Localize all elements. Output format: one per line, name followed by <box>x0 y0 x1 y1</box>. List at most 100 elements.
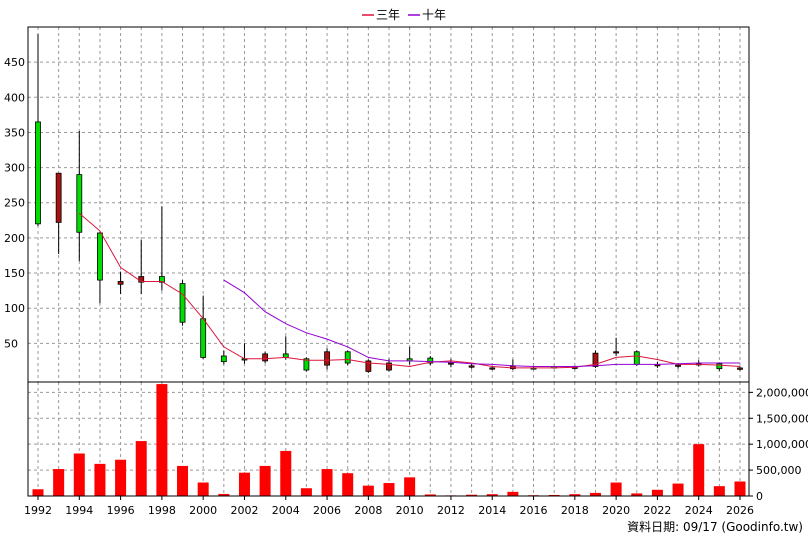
x-tick-label: 1998 <box>148 504 176 517</box>
volume-bar <box>610 482 622 496</box>
candlestick <box>158 206 165 291</box>
candle-body <box>179 283 186 323</box>
candle-body <box>716 363 723 370</box>
candle-body <box>489 367 496 370</box>
price-tick-label: 400 <box>4 91 25 104</box>
volume-bar <box>693 444 705 496</box>
candlestick <box>35 34 41 226</box>
volume-bar <box>466 494 478 496</box>
x-tick-label: 1992 <box>24 504 52 517</box>
x-tick-label: 2010 <box>396 504 424 517</box>
volume-tick-label: 1,000,000 <box>756 438 808 451</box>
candle-body <box>386 362 392 371</box>
price-tick-label: 300 <box>4 162 25 175</box>
legend-label-ma3: 三年 <box>376 8 400 22</box>
volume-tick-label: 500,000 <box>756 464 802 477</box>
ma10-line <box>223 279 740 367</box>
candle-body <box>592 352 599 367</box>
price-tick-label: 100 <box>4 302 25 315</box>
volume-panel: 0 500,000 1,000,000 1,500,000 2,000,000 <box>27 381 808 503</box>
volume-bar <box>177 465 189 496</box>
candle-body <box>35 121 41 225</box>
x-tick-label: 2014 <box>478 504 506 517</box>
volume-bar <box>507 491 519 496</box>
x-tick-label: 2024 <box>685 504 713 517</box>
candlestick <box>97 232 103 304</box>
x-tick-label: 2004 <box>272 504 300 517</box>
candle-body <box>55 172 62 223</box>
ma3-line <box>78 212 741 369</box>
volume-tick-label: 2,000,000 <box>756 386 808 399</box>
volume-bar <box>486 494 498 496</box>
candle-body <box>344 351 351 364</box>
volume-bar <box>548 494 560 496</box>
candlestick <box>55 172 62 255</box>
candle-body <box>220 355 227 363</box>
x-tick-label: 2006 <box>313 504 341 517</box>
x-tick-label: 1996 <box>107 504 135 517</box>
x-tick-label: 2008 <box>354 504 382 517</box>
candlestick <box>324 348 330 370</box>
x-tick-label: 1994 <box>65 504 93 517</box>
price-tick-label: 50 <box>4 337 18 350</box>
volume-bar <box>300 488 312 496</box>
source-note: 資料日期: 09/17 (Goodinfo.tw) <box>627 520 803 534</box>
x-tick-label: 2018 <box>561 504 589 517</box>
candle-body <box>633 351 640 365</box>
candlestick <box>179 280 186 326</box>
x-tick-label: 2016 <box>520 504 548 517</box>
x-tick-label: 2000 <box>189 504 217 517</box>
x-tick-label: 2012 <box>437 504 465 517</box>
volume-tick-label: 0 <box>756 490 763 503</box>
volume-bar <box>321 469 333 496</box>
candle-body <box>117 281 124 285</box>
volume-bar <box>115 459 127 496</box>
volume-bar <box>713 486 725 496</box>
volume-bar <box>280 450 292 496</box>
candlesticks <box>35 34 743 373</box>
candle-body <box>200 318 207 358</box>
candle-body <box>303 358 310 371</box>
candlestick <box>633 350 640 366</box>
volume-bar <box>135 441 147 496</box>
candle-body <box>427 357 434 364</box>
candlestick <box>427 355 434 366</box>
volume-axis-labels: 0 500,000 1,000,000 1,500,000 2,000,000 <box>749 386 808 503</box>
price-panel: 50 100 150 200 250 300 350 400 450 <box>4 26 750 383</box>
candlestick <box>448 358 454 368</box>
volume-bar <box>589 492 601 496</box>
candlestick <box>716 362 723 371</box>
candle-body <box>282 353 289 358</box>
price-axis-labels: 50 100 150 200 250 300 350 400 450 <box>4 56 25 350</box>
candle-body <box>76 174 83 233</box>
candle-body <box>468 365 475 368</box>
volume-bar <box>259 465 271 496</box>
candle-body <box>365 360 372 372</box>
x-tick-label: 2026 <box>726 504 754 517</box>
price-tick-label: 450 <box>4 56 25 69</box>
volume-bar <box>32 489 44 496</box>
price-grid <box>28 27 749 382</box>
volume-bar <box>672 483 684 496</box>
volume-bars <box>32 384 746 496</box>
price-tick-label: 250 <box>4 197 25 210</box>
volume-bar <box>53 469 65 496</box>
volume-bar <box>631 493 643 496</box>
x-axis-labels: 1992 1994 1996 1998 2000 2002 2004 2006 2008 2010… <box>24 496 754 517</box>
candlestick <box>344 350 351 366</box>
candle-body <box>613 351 620 354</box>
price-tick-label: 350 <box>4 126 25 139</box>
volume-bar <box>238 472 250 496</box>
volume-bar <box>94 463 106 496</box>
legend-label-ma10: 十年 <box>422 8 446 22</box>
volume-bar <box>569 494 581 496</box>
x-tick-label: 2002 <box>230 504 258 517</box>
volume-bar <box>651 489 663 496</box>
candle-body <box>675 364 681 367</box>
x-tick-label: 2020 <box>602 504 630 517</box>
candlestick <box>365 359 372 373</box>
candlestick <box>76 131 83 262</box>
candle-body <box>324 351 330 366</box>
